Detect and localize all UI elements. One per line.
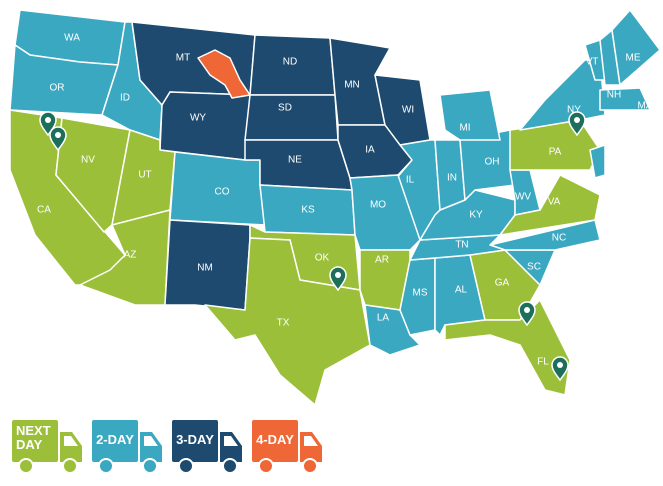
state-label: MT (176, 53, 190, 64)
state-label: AL (455, 285, 468, 296)
legend-label: NEXT DAY (16, 423, 51, 452)
pin (49, 126, 67, 152)
state-label: IA (365, 145, 375, 156)
state-label: AR (375, 255, 389, 266)
state (444, 299, 571, 396)
state-label: TN (455, 240, 468, 251)
state-label: OK (315, 253, 330, 264)
truck-icon (252, 420, 322, 474)
pin-dot (335, 272, 341, 278)
legend-label: 4-DAY (256, 432, 294, 447)
state (599, 87, 651, 111)
state-label: NM (197, 263, 213, 274)
truck-icon (12, 420, 82, 474)
state (159, 91, 251, 161)
state-label: MO (370, 200, 386, 211)
pin-dot (557, 362, 563, 368)
state-label: NC (552, 233, 566, 244)
state-label: ID (120, 93, 130, 104)
state-label: CO (215, 187, 230, 198)
legend-item: 4-DAY (252, 420, 324, 478)
pin (329, 266, 347, 292)
truck-icon (92, 420, 162, 474)
state-label: NV (81, 155, 95, 166)
state-label: VA (548, 197, 561, 208)
state-label: WV (515, 192, 531, 203)
state-label: WI (402, 105, 414, 116)
state-label: ND (283, 57, 297, 68)
truck-icon (172, 420, 242, 474)
state-label: SC (527, 262, 541, 273)
state (409, 234, 506, 261)
state-label: GA (495, 278, 510, 289)
legend-item: 3-DAY (172, 420, 244, 478)
state-label: MI (459, 123, 470, 134)
pin-dot (524, 307, 530, 313)
pin-dot (55, 132, 61, 138)
legend-label: 2-DAY (96, 432, 134, 447)
state-label: ME (626, 53, 641, 64)
state-label: CA (37, 205, 51, 216)
pin-dot (574, 117, 580, 123)
state-label: KS (301, 205, 315, 216)
state-label: UT (138, 170, 151, 181)
state-label: OR (50, 83, 65, 94)
state-label: PA (549, 147, 562, 158)
state-label: VT (586, 57, 599, 68)
state-label: OH (485, 157, 500, 168)
region-4day (197, 49, 251, 99)
state-label: FL (537, 357, 549, 368)
legend-item: 2-DAY (92, 420, 164, 478)
state-label: SD (278, 103, 292, 114)
pin (551, 356, 569, 382)
state-label: NE (288, 155, 302, 166)
legend-item: NEXT DAY (12, 420, 84, 478)
state-label: TX (277, 318, 290, 329)
state-label: NH (607, 90, 621, 101)
state-label: AZ (124, 250, 137, 261)
pin (568, 111, 586, 137)
state-label: IN (447, 173, 457, 184)
legend-label: 3-DAY (176, 432, 214, 447)
state-label: NJ (608, 151, 620, 162)
state-label: NY (567, 105, 581, 116)
state-label: IL (406, 175, 415, 186)
state (499, 174, 601, 236)
state-label: WA (64, 33, 80, 44)
state-label: MS (413, 288, 428, 299)
state (459, 129, 516, 201)
state-label: WY (190, 113, 206, 124)
state (589, 144, 606, 179)
pin (518, 301, 536, 327)
state (611, 9, 661, 86)
state-label: LA (377, 313, 390, 324)
state (439, 89, 501, 141)
state-label: KY (469, 210, 483, 221)
state-label: MA (638, 101, 653, 112)
state (55, 117, 131, 233)
state (204, 237, 371, 406)
state-label: MN (344, 80, 360, 91)
pin-dot (45, 117, 51, 123)
